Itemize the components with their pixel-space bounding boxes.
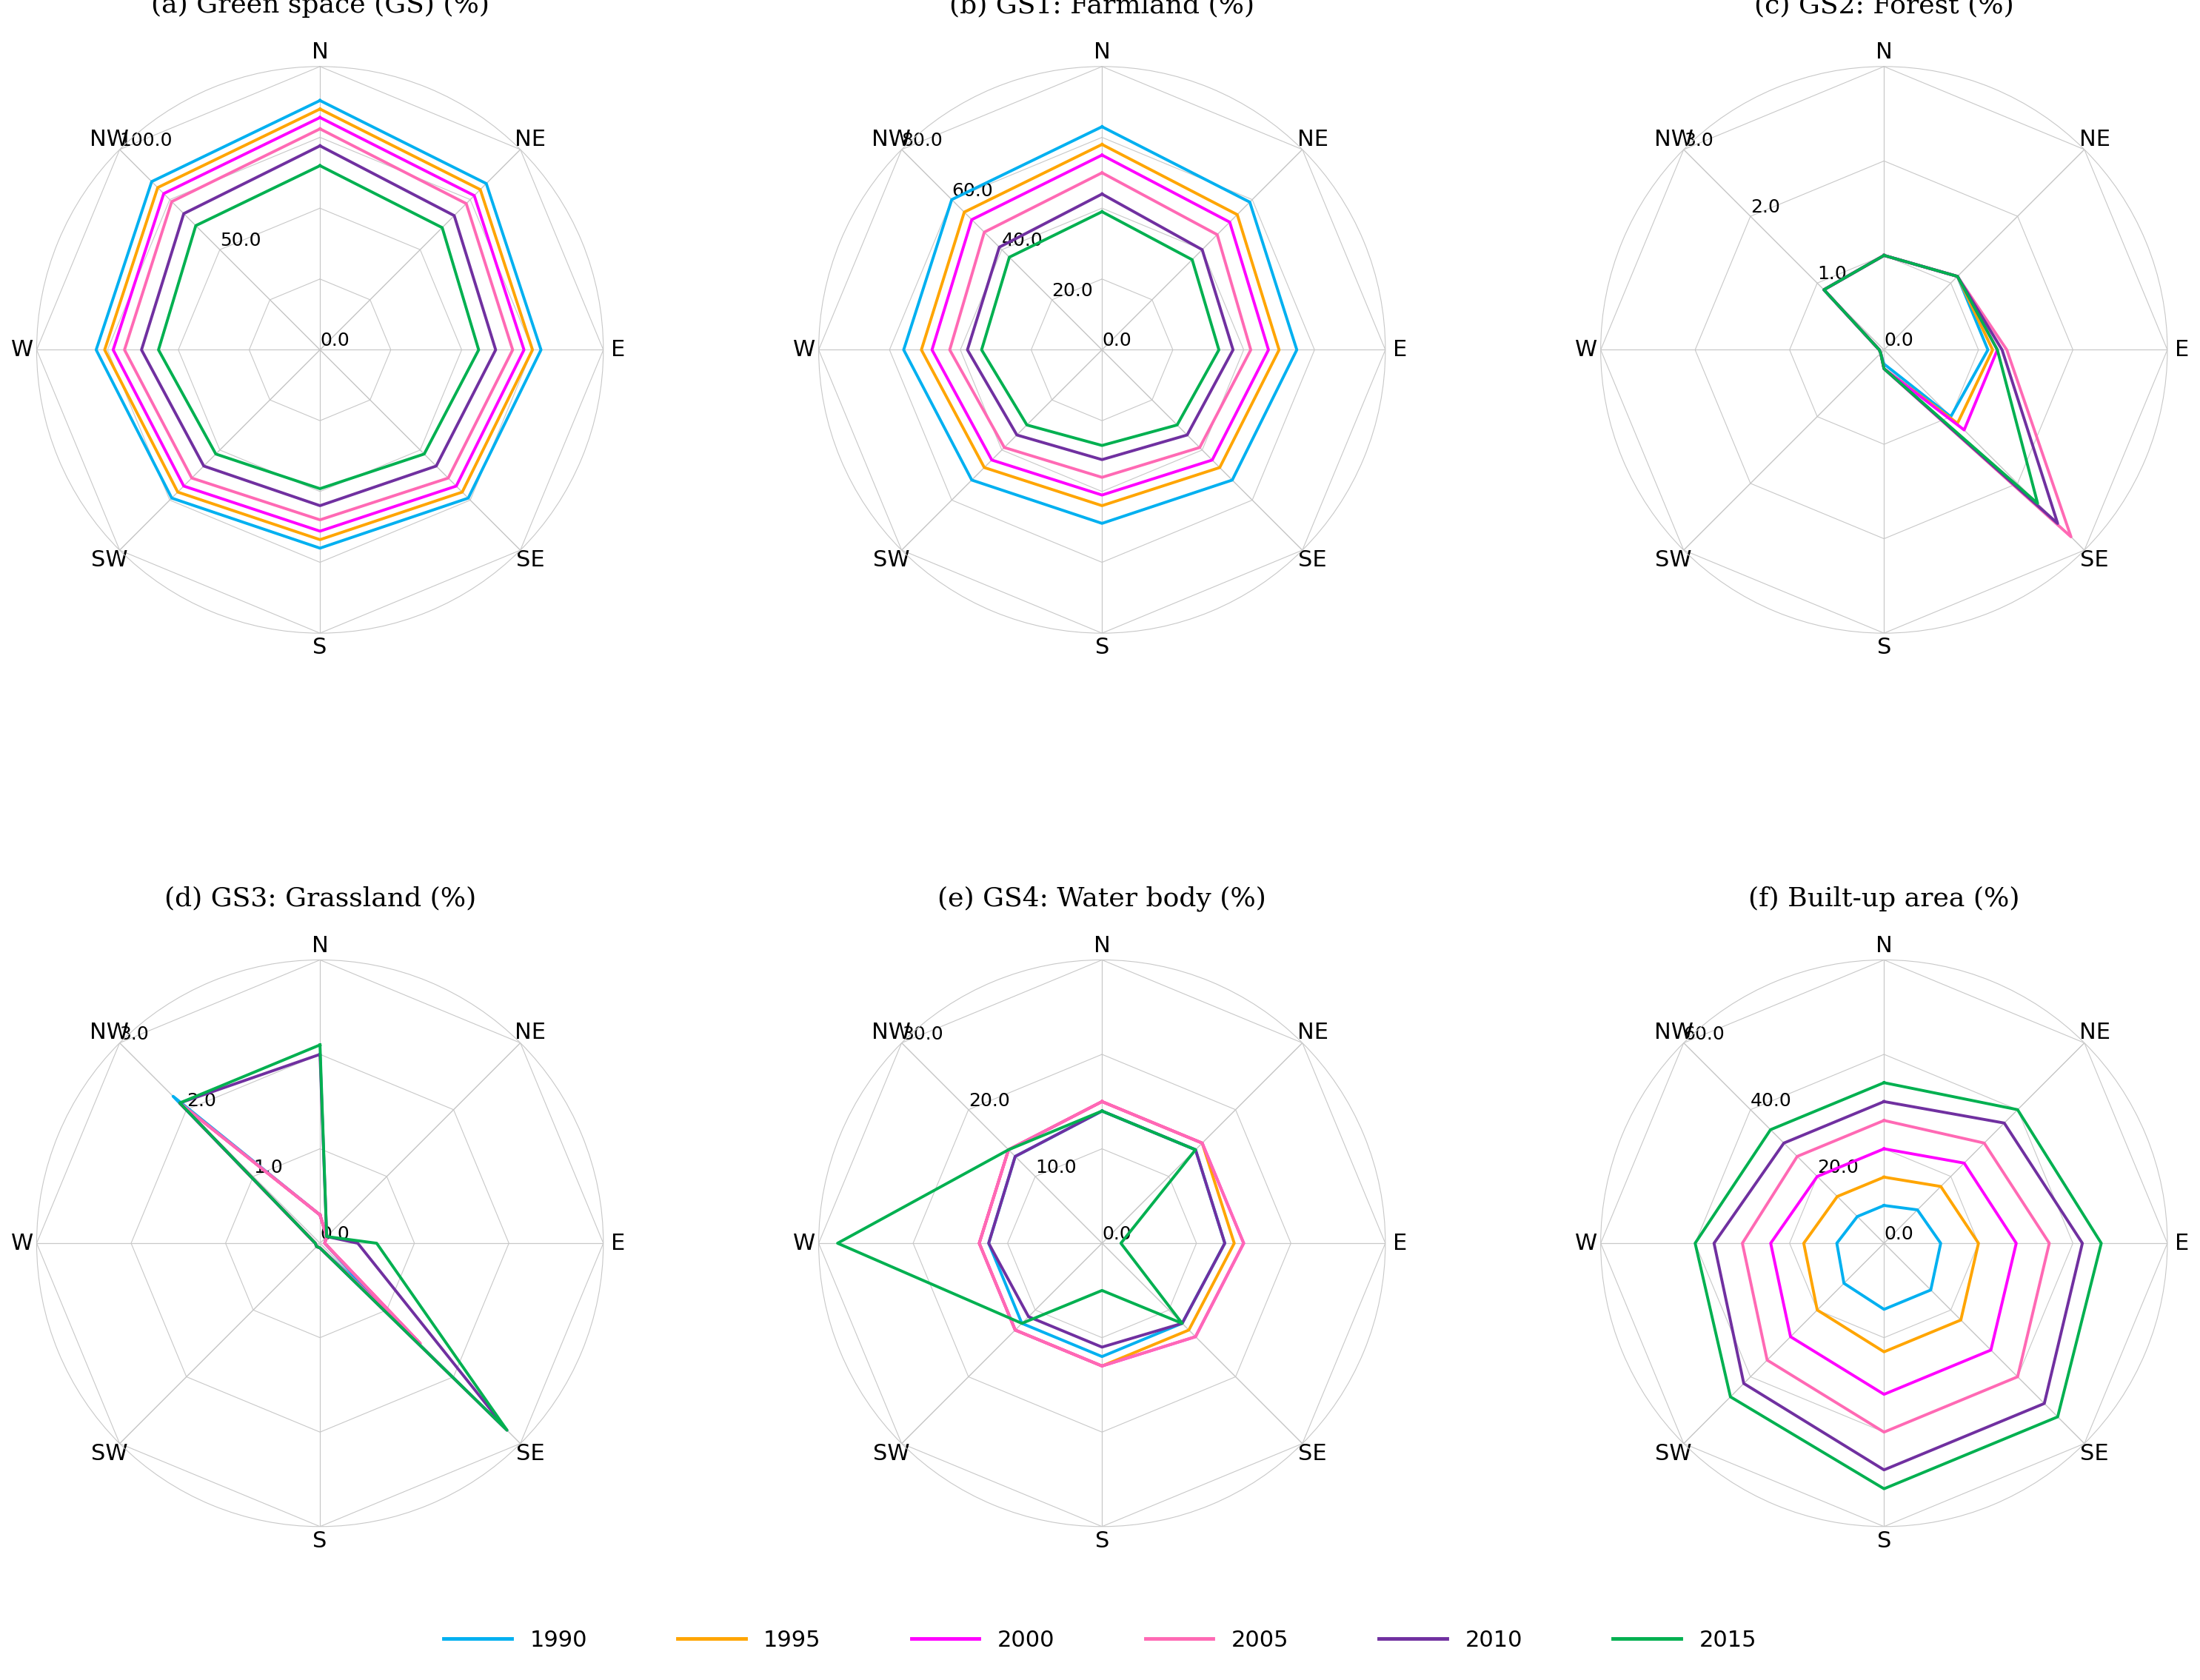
Legend: 1990, 1995, 2000, 2005, 2010, 2015: 1990, 1995, 2000, 2005, 2010, 2015 — [436, 1621, 1764, 1660]
Title: (a) Green space (GS) (%): (a) Green space (GS) (%) — [152, 0, 488, 18]
Title: (f) Built-up area (%): (f) Built-up area (%) — [1749, 885, 2020, 911]
Title: (c) GS2: Forest (%): (c) GS2: Forest (%) — [1753, 0, 2013, 18]
Title: (d) GS3: Grassland (%): (d) GS3: Grassland (%) — [165, 885, 475, 911]
Title: (e) GS4: Water body (%): (e) GS4: Water body (%) — [937, 885, 1267, 912]
Title: (b) GS1: Farmland (%): (b) GS1: Farmland (%) — [950, 0, 1254, 18]
